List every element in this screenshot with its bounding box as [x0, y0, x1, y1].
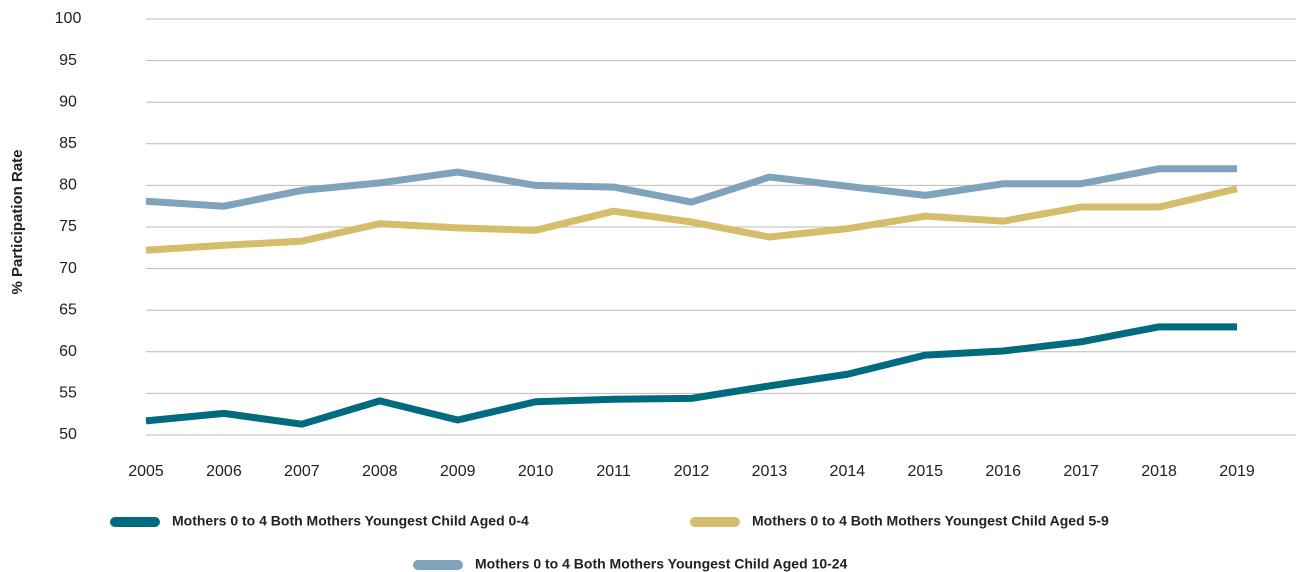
y-tick-label: 95 [59, 52, 77, 69]
x-tick-label: 2013 [752, 463, 788, 480]
y-tick-label: 55 [59, 385, 77, 402]
x-tick-label: 2019 [1219, 463, 1255, 480]
y-tick-label: 70 [59, 260, 77, 277]
series-line [145, 165, 1237, 210]
y-tick-label: 100 [55, 10, 82, 27]
x-tick-label: 2017 [1063, 463, 1099, 480]
y-tick-label: 90 [59, 93, 77, 110]
x-tick-label: 2018 [1141, 463, 1177, 480]
x-tick-label: 2010 [518, 463, 554, 480]
series-line [145, 323, 1237, 428]
series-line [145, 185, 1238, 254]
y-tick-label: 85 [59, 135, 77, 152]
y-tick-label: 65 [59, 301, 77, 318]
x-tick-label: 2012 [674, 463, 710, 480]
x-tick-label: 2014 [830, 463, 866, 480]
y-tick-label: 75 [59, 218, 77, 235]
x-tick-label: 2009 [440, 463, 476, 480]
x-tick-label: 2008 [362, 463, 398, 480]
y-tick-label: 60 [59, 343, 77, 360]
y-axis-label: % Participation Rate [9, 149, 26, 294]
y-tick-label: 50 [59, 426, 77, 443]
x-tick-label: 2016 [985, 463, 1021, 480]
x-tick-label: 2006 [206, 463, 242, 480]
x-tick-label: 2007 [284, 463, 320, 480]
x-tick-label: 2005 [128, 463, 164, 480]
legend-label: Mothers 0 to 4 Both Mothers Youngest Chi… [172, 513, 529, 529]
legend-label: Mothers 0 to 4 Both Mothers Youngest Chi… [752, 513, 1109, 529]
x-tick-label: 2015 [907, 463, 943, 480]
y-tick-label: 80 [59, 177, 77, 194]
legend-label: Mothers 0 to 4 Both Mothers Youngest Chi… [475, 556, 848, 572]
x-tick-label: 2011 [596, 463, 631, 480]
